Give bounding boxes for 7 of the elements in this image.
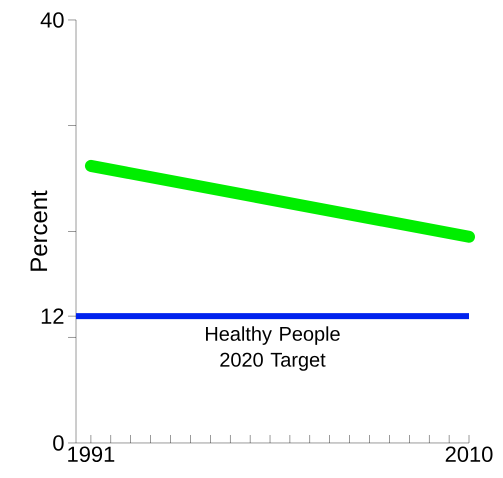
y-tick-label: 40 (40, 12, 64, 28)
ref-line-label: Healthy People 2020 Target (206, 326, 340, 371)
x-tick-label: 1991 (68, 446, 114, 462)
y-tick-label: 12 (42, 308, 64, 324)
x-tick-label: 2010 (446, 446, 493, 462)
y-tick-label: 0 (53, 435, 64, 451)
y-axis-title: Percent (30, 190, 48, 271)
